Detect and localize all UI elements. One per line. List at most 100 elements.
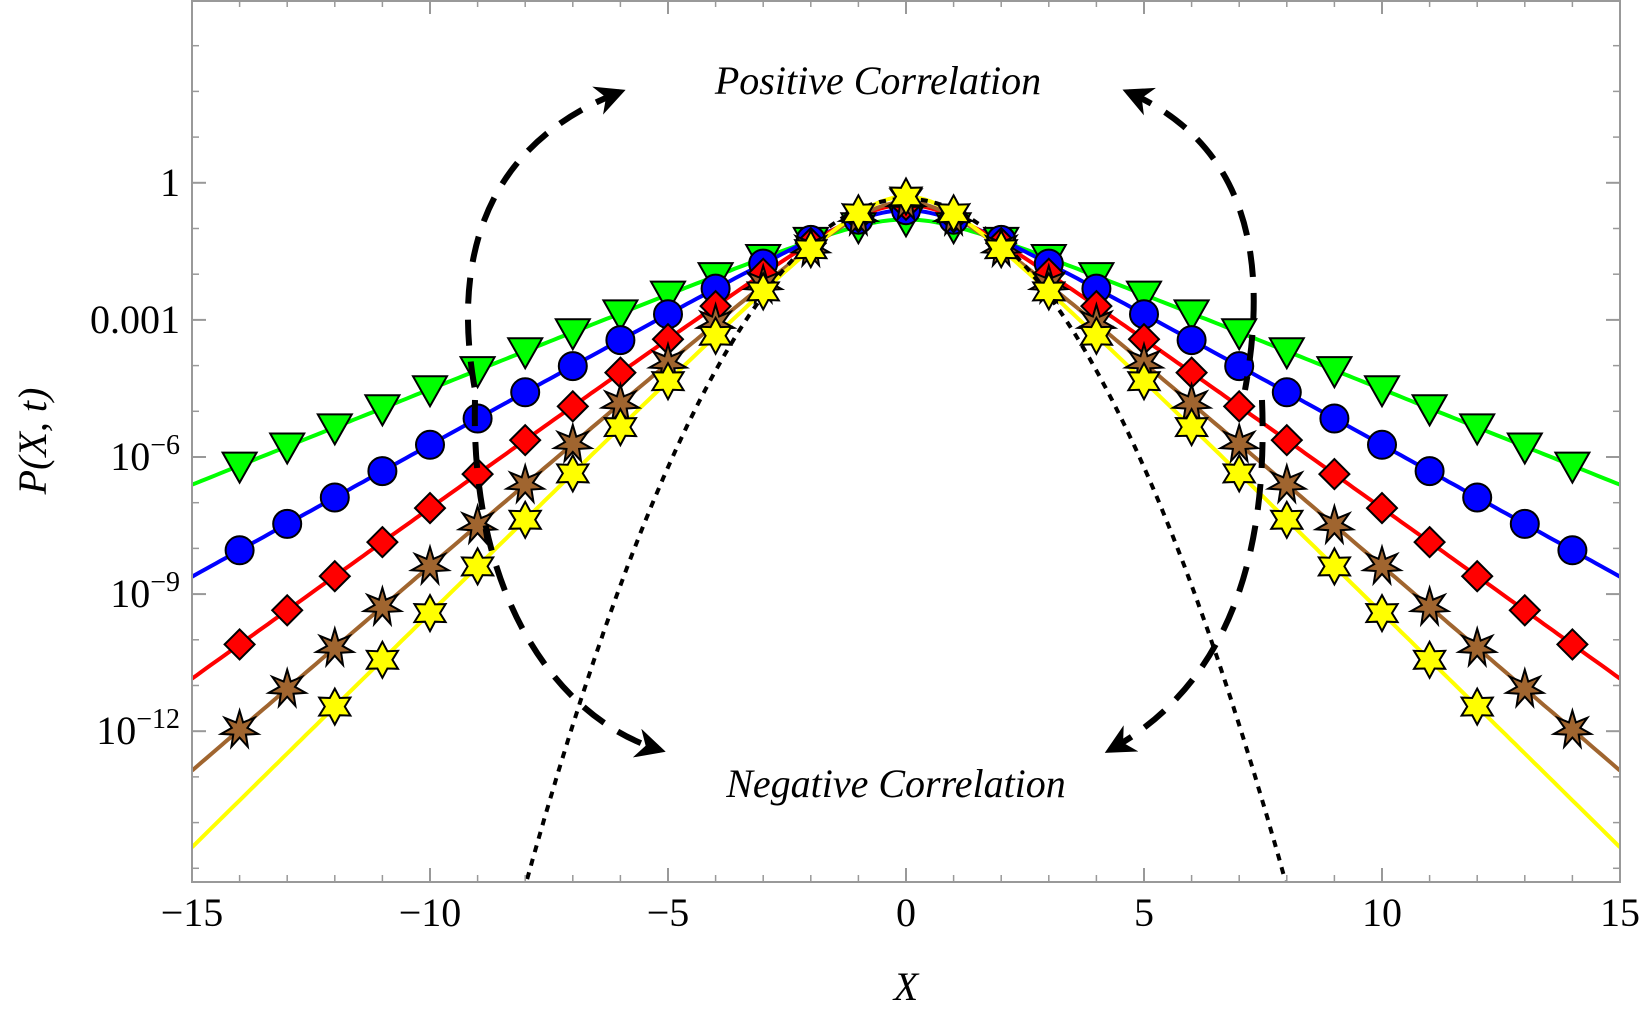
arrow-positive-right <box>1122 87 1257 391</box>
series-3-curve <box>192 202 1620 681</box>
series-3-marker <box>1508 593 1542 627</box>
series-4-marker <box>1360 543 1404 587</box>
y-tick-label: 10−9 <box>110 567 180 616</box>
series-2-marker <box>367 456 398 487</box>
series-1-marker <box>649 280 687 314</box>
series-2-marker <box>1224 351 1255 382</box>
series-5-marker <box>840 193 876 234</box>
series-2-marker <box>1557 535 1588 566</box>
annotation-positive-correlation: Positive Correlation <box>714 58 1041 103</box>
x-tick-label: −15 <box>161 890 224 935</box>
series-2-marker <box>319 482 350 513</box>
series-1-marker <box>1220 318 1258 352</box>
series-5-marker <box>1078 315 1114 356</box>
series-2-marker <box>224 535 255 566</box>
series-5-marker <box>1459 686 1495 727</box>
y-tick-label: 10−12 <box>96 704 180 753</box>
series-1-marker <box>1553 451 1592 485</box>
x-tick-label: 5 <box>1134 890 1154 935</box>
series-3-marker <box>223 628 257 661</box>
x-tick-label: 0 <box>896 890 916 935</box>
series-5-marker <box>602 406 638 448</box>
series-5-marker <box>317 686 353 727</box>
series-4-marker <box>1502 666 1547 709</box>
series-1-marker <box>1172 299 1211 333</box>
series-1-marker <box>506 337 544 371</box>
series-5-marker <box>793 229 829 270</box>
x-tick-label: −5 <box>647 890 690 935</box>
series-2-marker <box>510 377 541 408</box>
series-3-marker <box>1555 628 1589 661</box>
series-4-marker <box>550 421 595 465</box>
series-2-marker <box>1414 456 1445 487</box>
series-5-marker <box>983 229 1019 270</box>
series-4-marker <box>1407 584 1452 628</box>
series-5-marker <box>555 453 591 494</box>
series-4-marker <box>312 625 357 669</box>
series-3-marker <box>270 593 304 627</box>
x-tick-label: 10 <box>1362 890 1402 935</box>
series-3-marker <box>365 525 399 559</box>
series-2-curve <box>192 208 1620 579</box>
series-4-marker <box>265 666 310 709</box>
series-1-marker <box>411 375 449 409</box>
series-1-marker <box>1268 337 1306 371</box>
series-5-marker <box>412 592 448 634</box>
series-1-marker <box>316 413 354 447</box>
series-2-marker <box>1176 325 1207 356</box>
series-5-marker <box>745 271 781 312</box>
series-5-marker <box>1316 546 1352 587</box>
series-4-marker <box>360 584 405 628</box>
series-2-marker <box>1367 429 1397 460</box>
series-5-marker <box>1221 453 1257 494</box>
series-3-marker <box>556 389 590 423</box>
y-axis-title: P(X, t) <box>10 388 55 496</box>
series-5-marker <box>936 193 972 234</box>
x-tick-label: −10 <box>399 890 462 935</box>
y-tick-label: 0.001 <box>90 297 180 342</box>
plot-frame <box>191 0 1621 883</box>
series-4-marker <box>1217 421 1262 465</box>
gaussian-dotted-curve <box>524 196 1288 882</box>
x-tick-label: 15 <box>1600 890 1640 935</box>
series-1-marker <box>1410 394 1449 428</box>
y-tick-label: 1 <box>160 160 180 205</box>
series-3-marker <box>1222 389 1256 423</box>
series-5-marker <box>698 315 734 356</box>
series-1-marker <box>1458 413 1496 447</box>
series-2-marker <box>605 325 636 356</box>
series-1-marker <box>458 356 497 390</box>
markers-layer <box>217 176 1595 750</box>
series-2-marker <box>272 508 303 539</box>
series-2-marker <box>415 429 445 460</box>
series-3-marker <box>1460 559 1494 593</box>
y-tick-label: 10−6 <box>110 430 180 479</box>
series-1-marker <box>1363 375 1401 409</box>
series-2-marker <box>557 351 588 382</box>
series-2-marker <box>1462 482 1493 513</box>
arrow-negative-left <box>471 399 666 758</box>
series-5-marker <box>888 176 924 217</box>
series-1-marker <box>601 299 640 333</box>
series-4-marker <box>503 461 548 505</box>
plot-frame-rect <box>191 0 1621 883</box>
series-1-curve <box>192 217 1620 487</box>
series-1-marker <box>363 394 402 428</box>
series-5-marker <box>1364 592 1400 634</box>
series-5-marker <box>1126 361 1162 402</box>
series-5-curve <box>192 194 1620 849</box>
series-2-marker <box>1319 403 1350 434</box>
series-4-marker <box>1455 625 1500 669</box>
series-1-marker <box>220 451 259 485</box>
series-4-marker <box>217 707 262 750</box>
series-5-marker <box>507 499 543 540</box>
series-4-marker <box>1264 461 1309 505</box>
series-3-marker <box>318 559 352 593</box>
x-axis-title: X <box>892 964 920 1009</box>
series-5-marker <box>1031 271 1067 312</box>
series-5-marker <box>1412 639 1448 680</box>
arrow-negative-right <box>1104 399 1266 753</box>
series-3-marker <box>413 491 447 525</box>
arrow-positive-left <box>465 86 626 391</box>
